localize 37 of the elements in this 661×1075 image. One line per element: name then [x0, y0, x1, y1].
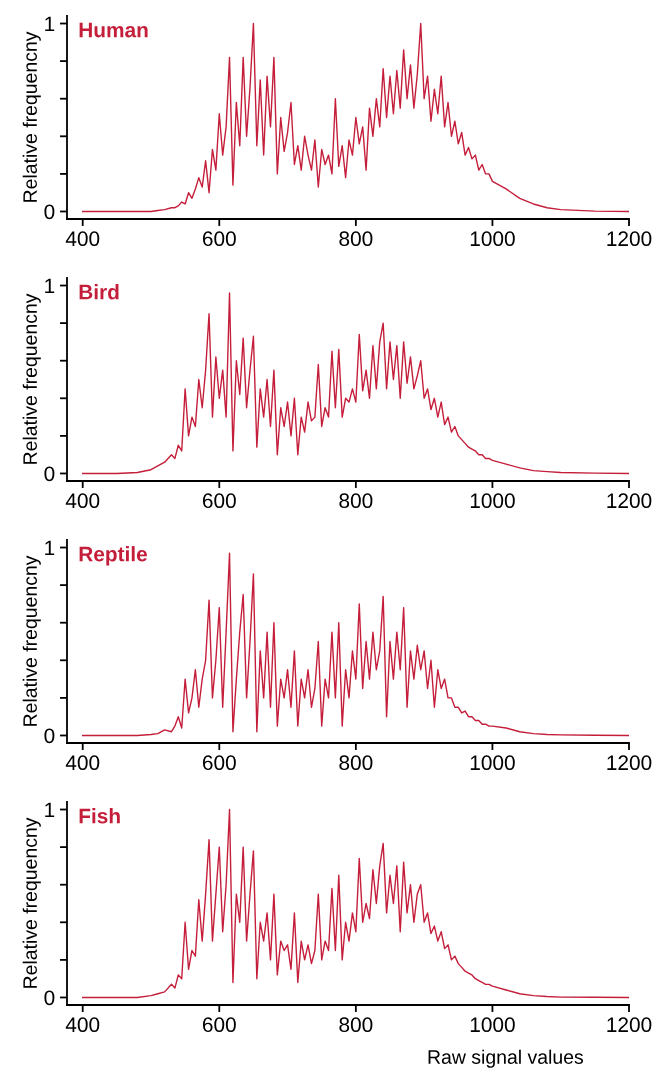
y-tick-label: 1 — [45, 278, 55, 294]
x-tick-label: 1000 — [470, 1017, 515, 1033]
y-tick-label: 0 — [44, 990, 55, 1006]
y-axis-title: Relative frequencny — [22, 31, 41, 202]
x-tick-label: 600 — [202, 231, 236, 247]
y-axis-title: Relative frequencny — [22, 293, 41, 464]
x-tick-label: 600 — [202, 755, 236, 771]
y-tick-label: 1 — [45, 540, 55, 556]
x-tick-label: 600 — [202, 493, 236, 509]
x-tick-label: 1000 — [470, 755, 515, 771]
chart-title: Human — [79, 22, 148, 38]
x-tick-label: 400 — [65, 755, 100, 771]
chart-title: Fish — [79, 808, 120, 824]
x-tick-label: 1200 — [607, 1017, 652, 1033]
x-tick-label: 1200 — [607, 755, 652, 771]
x-tick-label: 800 — [339, 231, 373, 247]
chart-title: Bird — [79, 284, 119, 300]
x-tick-label: 1000 — [470, 231, 515, 247]
y-tick-label: 0 — [44, 728, 55, 744]
x-tick-label: 800 — [339, 1017, 373, 1033]
x-tick-label: 400 — [65, 493, 100, 509]
y-tick-label: 0 — [44, 204, 55, 220]
y-tick-label: 1 — [45, 802, 55, 818]
y-tick-label: 1 — [45, 16, 55, 32]
y-tick-label: 0 — [44, 466, 55, 482]
x-tick-label: 600 — [202, 1017, 236, 1033]
x-tick-label: 1200 — [607, 231, 652, 247]
y-axis-title: Relative frequencny — [22, 555, 41, 726]
chart-title: Reptile — [79, 546, 147, 566]
y-axis-title: Relative frequencny — [22, 817, 41, 988]
x-tick-label: 800 — [339, 493, 373, 509]
x-tick-label: 400 — [65, 231, 100, 247]
x-tick-label: 400 — [65, 1017, 100, 1033]
x-tick-label: 1200 — [607, 493, 652, 509]
x-axis-title: Raw signal values — [428, 1049, 584, 1068]
x-tick-label: 800 — [339, 755, 373, 771]
x-tick-label: 1000 — [470, 493, 515, 509]
